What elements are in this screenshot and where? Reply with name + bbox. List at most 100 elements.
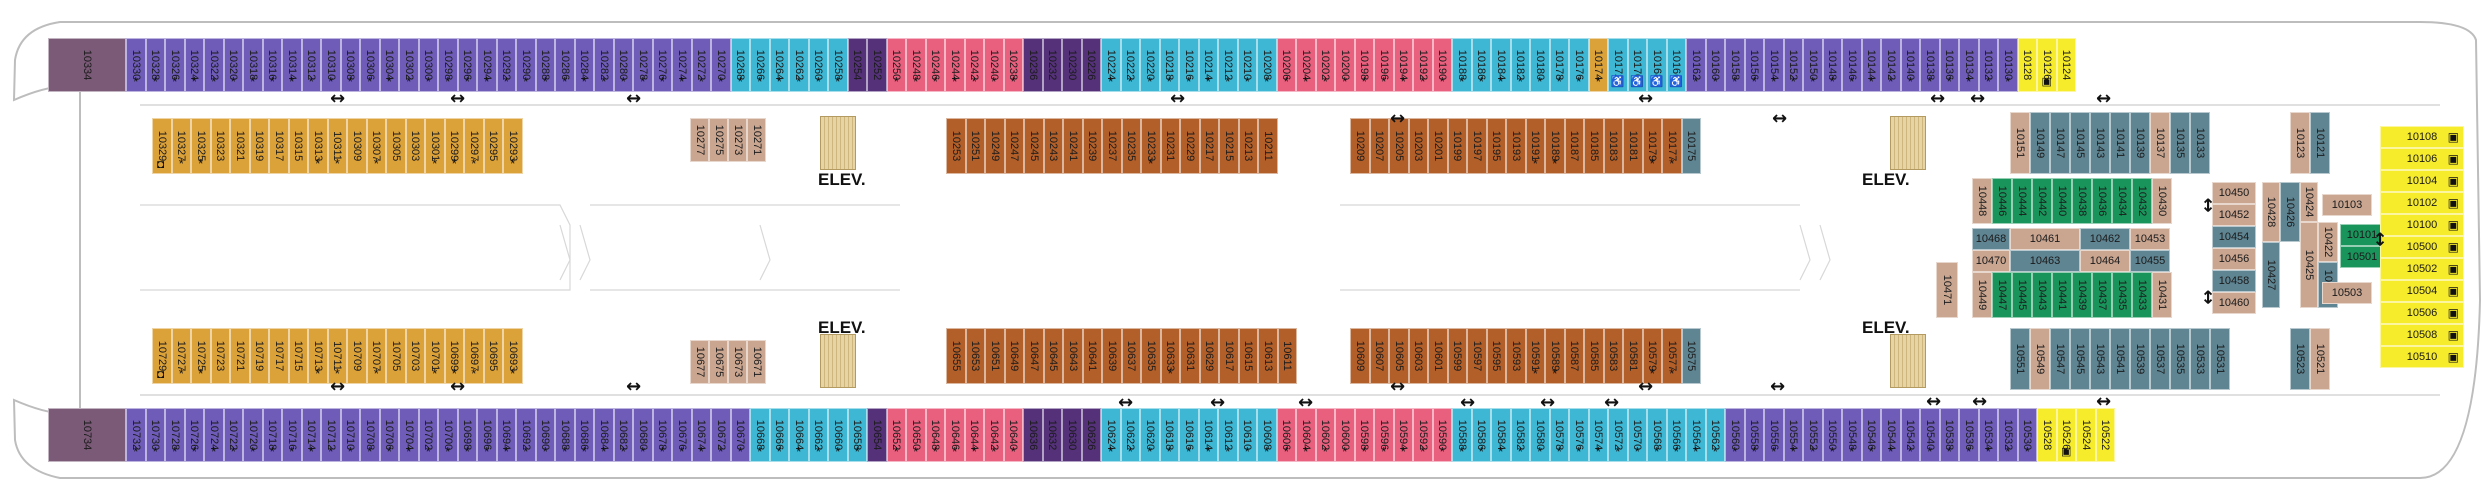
cabin-10709[interactable]: 10709 [347,328,367,384]
cabin-10705[interactable]: 10705 [386,328,406,384]
cabin-10329[interactable]: 10329 ◘ [152,118,172,174]
cabin-10649[interactable]: 10649 [1004,328,1024,384]
cabin-10715[interactable]: 10715 [288,328,308,384]
cabin-10618[interactable]: 10618 * [1159,408,1179,462]
cabin-10698[interactable]: 10698 * [457,408,477,462]
cabin-10658[interactable]: 10658 * [847,408,867,462]
cabin-10318[interactable]: 10318 * [243,38,263,92]
cabin-10549[interactable]: 10549 [2030,328,2050,390]
cabin-10148[interactable]: 10148 * [1822,38,1842,92]
cabin-10696[interactable]: 10696 * [477,408,497,462]
cabin-10104[interactable]: 10104 ▣ [2380,170,2464,192]
cabin-10500[interactable]: 10500 ▣ [2380,236,2464,258]
cabin-10330[interactable]: 10330 * [126,38,146,92]
cabin-10178[interactable]: 10178 * [1549,38,1569,92]
cabin-10312[interactable]: 10312 * [301,38,321,92]
cabin-10580[interactable]: 10580 * [1530,408,1550,462]
cabin-10449[interactable]: 10449 [1972,272,1992,318]
cabin-10652[interactable]: 10652 * [886,408,906,462]
cabin-10266[interactable]: 10266 * [750,38,770,92]
cabin-10140[interactable]: 10140 * [1900,38,1920,92]
cabin-10152[interactable]: 10152 * [1783,38,1803,92]
cabin-10295[interactable]: 10295 [483,118,503,174]
cabin-10133[interactable]: 10133 [2190,112,2210,174]
cabin-10250[interactable]: 10250 * [886,38,906,92]
cabin-10123[interactable]: 10123 [2290,112,2310,174]
cabin-10503[interactable]: 10503 [2322,282,2372,304]
cabin-10179[interactable]: 10179 * [1642,118,1662,174]
cabin-10721[interactable]: 10721 [230,328,250,384]
cabin-10530[interactable]: 10530 * [2017,408,2037,462]
cabin-10674[interactable]: 10674 * [691,408,711,462]
cabin-10248[interactable]: 10248 * [906,38,926,92]
cabin-10211[interactable]: 10211 [1258,118,1278,174]
cabin-10568[interactable]: 10568 * [1647,408,1667,462]
cabin-10461[interactable]: 10461 [2010,228,2080,250]
cabin-10607[interactable]: 10607 [1369,328,1389,384]
cabin-10585[interactable]: 10585 [1584,328,1604,384]
cabin-10253[interactable]: 10253 [946,118,966,174]
cabin-10132[interactable]: 10132 * [1978,38,1998,92]
cabin-10158[interactable]: 10158 * [1725,38,1745,92]
cabin-10548[interactable]: 10548 * [1842,408,1862,462]
cabin-10232[interactable]: 10232 [1042,38,1062,92]
cabin-10528[interactable]: 10528 [2037,408,2057,462]
cabin-10600[interactable]: 10600 * [1335,408,1355,462]
cabin-10432[interactable]: 10432 [2132,178,2152,224]
cabin-10592[interactable]: 10592 * [1413,408,1433,462]
cabin-10247[interactable]: 10247 [1004,118,1024,174]
cabin-10202[interactable]: 10202 * [1315,38,1335,92]
cabin-10139[interactable]: 10139 [2130,112,2150,174]
cabin-10197[interactable]: 10197 [1467,118,1487,174]
cabin-10677[interactable]: 10677 [690,340,709,384]
cabin-10684[interactable]: 10684 * [594,408,614,462]
cabin-10106[interactable]: 10106 ▣ [2380,148,2464,170]
cabin-10701[interactable]: 10701 * [425,328,445,384]
cabin-10445[interactable]: 10445 [2012,272,2032,318]
cabin-10641[interactable]: 10641 [1082,328,1102,384]
cabin-10616[interactable]: 10616 * [1179,408,1199,462]
cabin-10702[interactable]: 10702 * [418,408,438,462]
cabin-10695[interactable]: 10695 [483,328,503,384]
cabin-10550[interactable]: 10550 * [1822,408,1842,462]
cabin-10238[interactable]: 10238 * [1003,38,1023,92]
cabin-10222[interactable]: 10222 * [1120,38,1140,92]
cabin-10558[interactable]: 10558 * [1744,408,1764,462]
cabin-10322[interactable]: 10322 * [204,38,224,92]
cabin-10564[interactable]: 10564 * [1686,408,1706,462]
cabin-10246[interactable]: 10246 * [925,38,945,92]
cabin-10226[interactable]: 10226 [1081,38,1101,92]
cabin-10646[interactable]: 10646 * [945,408,965,462]
cabin-10319[interactable]: 10319 [249,118,269,174]
cabin-10208[interactable]: 10208 * [1257,38,1277,92]
cabin-10189[interactable]: 10189 * [1545,118,1565,174]
cabin-10699[interactable]: 10699 * [444,328,464,384]
cabin-10268[interactable]: 10268 * [730,38,750,92]
cabin-10544[interactable]: 10544 * [1881,408,1901,462]
cabin-10316[interactable]: 10316 * [262,38,282,92]
cabin-10300[interactable]: 10300 * [418,38,438,92]
cabin-10231[interactable]: 10231 [1160,118,1180,174]
cabin-10577[interactable]: 10577 * [1662,328,1682,384]
cabin-10633[interactable]: 10633 * [1160,328,1180,384]
cabin-10172[interactable]: 10172 ♿ [1608,38,1628,92]
cabin-10430[interactable]: 10430 [2152,178,2172,224]
cabin-10594[interactable]: 10594 * [1393,408,1413,462]
cabin-10444[interactable]: 10444 [2012,178,2032,224]
cabin-10426[interactable]: 10426 [2280,182,2300,242]
cabin-10324[interactable]: 10324 * [184,38,204,92]
cabin-10317[interactable]: 10317 [269,118,289,174]
cabin-10598[interactable]: 10598 * [1354,408,1374,462]
cabin-10545[interactable]: 10545 [2070,328,2090,390]
cabin-10438[interactable]: 10438 [2072,178,2092,224]
cabin-10327[interactable]: 10327 * [171,118,191,174]
cabin-10647[interactable]: 10647 [1024,328,1044,384]
cabin-10293[interactable]: 10293 * [503,118,523,174]
cabin-10241[interactable]: 10241 [1063,118,1083,174]
cabin-10328[interactable]: 10328 * [145,38,165,92]
cabin-10727[interactable]: 10727 * [171,328,191,384]
cabin-10586[interactable]: 10586 * [1471,408,1491,462]
cabin-10714[interactable]: 10714 * [301,408,321,462]
cabin-10436[interactable]: 10436 [2092,178,2112,224]
cabin-10686[interactable]: 10686 * [574,408,594,462]
